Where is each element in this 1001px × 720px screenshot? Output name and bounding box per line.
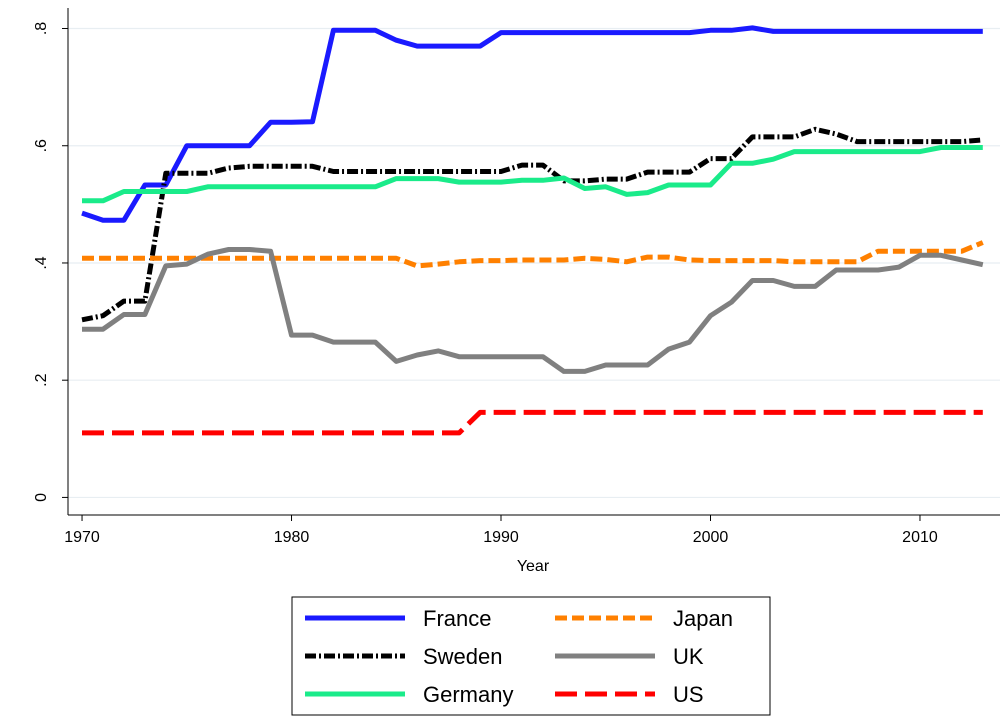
line-series bbox=[82, 240, 984, 269]
line-series bbox=[82, 145, 983, 204]
legend-label: US bbox=[673, 682, 704, 707]
x-tick-label: 1980 bbox=[274, 529, 310, 546]
y-tick-label: 0 bbox=[33, 493, 50, 502]
x-tick-label: 1990 bbox=[483, 529, 519, 546]
legend-label: UK bbox=[673, 644, 704, 669]
line-series bbox=[81, 25, 983, 223]
x-axis-label: Year bbox=[517, 558, 550, 575]
line-series bbox=[82, 247, 984, 374]
legend-label: Germany bbox=[423, 682, 513, 707]
line-series bbox=[81, 126, 984, 323]
y-tick-label: .4 bbox=[33, 256, 50, 269]
x-tick-label: 2000 bbox=[693, 529, 729, 546]
x-tick-label: 2010 bbox=[902, 529, 938, 546]
line-series bbox=[82, 409, 983, 436]
y-tick-label: .6 bbox=[33, 139, 50, 152]
y-tick-label: .8 bbox=[33, 22, 50, 35]
x-tick-label: 1970 bbox=[64, 529, 100, 546]
y-tick-label: .2 bbox=[33, 373, 50, 386]
legend-label: Japan bbox=[673, 606, 733, 631]
legend-label: France bbox=[423, 606, 491, 631]
legend-label: Sweden bbox=[423, 644, 503, 669]
